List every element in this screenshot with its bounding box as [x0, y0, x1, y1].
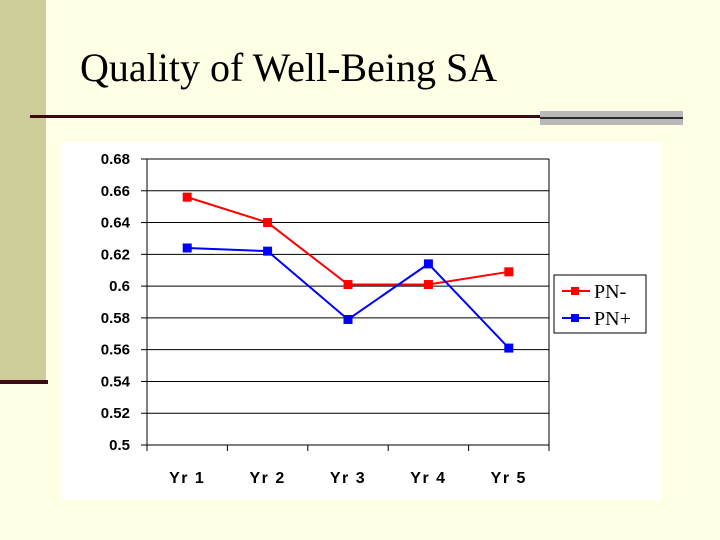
y-tick-label: 0.56 — [101, 342, 130, 359]
data-point-1 — [343, 280, 353, 290]
y-tick-label: 0.5 — [109, 437, 130, 454]
chart-axes — [141, 158, 550, 451]
chart-legend: PN- PN+ — [553, 274, 647, 334]
y-tick-label: 0.66 — [101, 183, 130, 200]
x-tick-label: Yr 4 — [410, 470, 446, 487]
x-tick-label: Yr 3 — [330, 470, 366, 487]
chart-series — [182, 192, 514, 353]
x-tick-label: Yr 2 — [249, 470, 285, 487]
legend-swatch-marker — [571, 314, 579, 322]
data-point-2 — [343, 314, 353, 324]
data-point-2 — [423, 259, 433, 269]
y-tick-label: 0.62 — [101, 246, 130, 263]
y-axis-ticks: 0.68 0.66 0.64 0.62 0.6 0.58 0.56 0.54 0.52 0.5 — [101, 151, 131, 454]
slide-side-bar-edge — [0, 380, 48, 384]
data-point-1 — [504, 267, 514, 277]
y-tick-label: 0.54 — [101, 373, 131, 390]
data-point-2 — [263, 246, 273, 256]
y-tick-label: 0.52 — [101, 405, 130, 422]
slide-side-bar — [0, 0, 46, 382]
data-point-2 — [504, 343, 514, 353]
legend-box — [553, 274, 647, 334]
legend-label: PN- — [594, 281, 626, 303]
title-underline — [30, 115, 540, 118]
y-tick-label: 0.64 — [101, 215, 131, 232]
data-point-1 — [182, 192, 192, 202]
title-underline-accent-line — [540, 117, 683, 119]
y-tick-label: 0.68 — [101, 151, 130, 168]
x-tick-label: Yr 1 — [169, 470, 205, 487]
data-point-1 — [423, 280, 433, 290]
legend-label: PN+ — [594, 308, 631, 330]
data-point-1 — [263, 218, 273, 228]
y-tick-label: 0.6 — [109, 278, 130, 295]
data-point-2 — [182, 243, 192, 253]
x-axis-ticks: Yr 1 Yr 2 Yr 3 Yr 4 Yr 5 — [169, 470, 527, 487]
legend-swatch-marker — [571, 287, 579, 295]
y-tick-label: 0.58 — [101, 310, 130, 327]
slide-title: Quality of Well-Being SA — [80, 45, 498, 90]
x-tick-label: Yr 5 — [491, 470, 527, 487]
